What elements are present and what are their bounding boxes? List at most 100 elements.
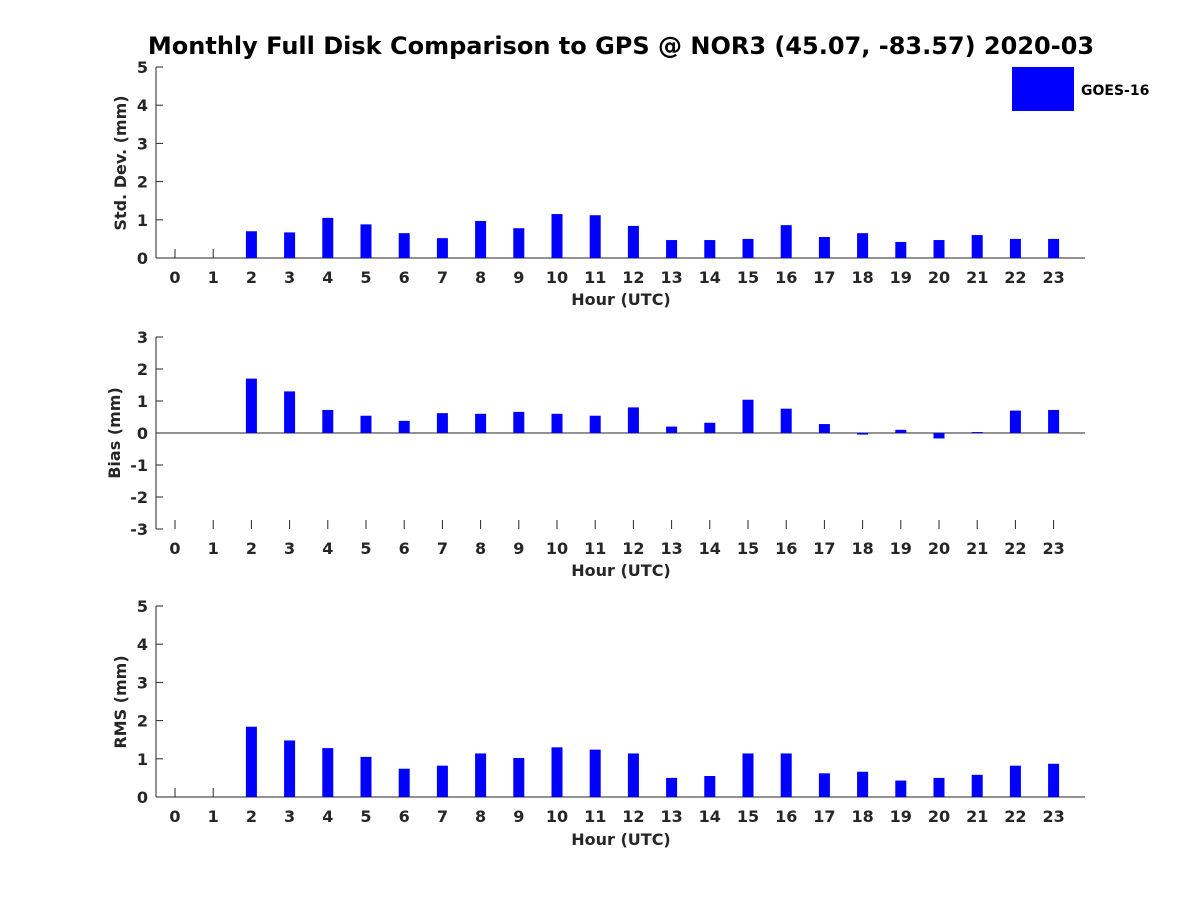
rms-ytick-label: 3 [137, 673, 148, 692]
rms-xtick-label: 6 [399, 807, 410, 826]
std-dev-ytick-label: 0 [137, 249, 148, 268]
rms-ytick-label: 5 [137, 597, 148, 616]
std-dev-bar-hour-11 [589, 215, 601, 258]
std-dev-xtick-label: 7 [437, 268, 448, 287]
std-dev-ylabel: Std. Dev. (mm) [111, 95, 130, 230]
bias-xtick-label: 6 [399, 539, 410, 558]
bias-bar-hour-19 [895, 429, 907, 433]
rms-xtick-label: 23 [1042, 807, 1064, 826]
rms-xtick-label: 16 [775, 807, 797, 826]
std-dev-bar-hour-5 [360, 224, 372, 258]
std-dev-xtick-label: 22 [1004, 268, 1026, 287]
rms-xtick-label: 21 [966, 807, 988, 826]
std-dev-ytick-label: 4 [137, 96, 148, 115]
bias-bar-hour-22 [1009, 410, 1021, 433]
rms-xtick-label: 3 [284, 807, 295, 826]
chart-title: Monthly Full Disk Comparison to GPS @ NO… [148, 32, 1094, 60]
std-dev-bar-hour-2 [245, 231, 257, 258]
std-dev-bar-hour-15 [742, 238, 754, 258]
rms-xtick-label: 17 [813, 807, 835, 826]
std-dev-bar-hour-8 [475, 220, 487, 258]
std-dev-bar-hour-21 [971, 235, 983, 258]
rms-xtick-label: 7 [437, 807, 448, 826]
std-dev-xtick-label: 20 [928, 268, 950, 287]
std-dev-bar-hour-22 [1009, 238, 1021, 258]
rms-xtick-label: 10 [546, 807, 568, 826]
rms-bar-hour-4 [322, 748, 334, 797]
rms-bar-hour-17 [818, 773, 830, 797]
rms-ytick-label: 2 [137, 712, 148, 731]
bias-xtick-label: 1 [208, 539, 219, 558]
legend: GOES-16 [1012, 67, 1149, 111]
bias-xtick-label: 22 [1004, 539, 1026, 558]
std-dev-bar-hour-16 [780, 225, 792, 258]
std-dev-xlabel: Hour (UTC) [571, 290, 671, 309]
rms-xtick-label: 4 [322, 807, 333, 826]
std-dev-xtick-label: 2 [246, 268, 257, 287]
rms-xtick-label: 1 [208, 807, 219, 826]
bias-ytick-label: -2 [130, 488, 148, 507]
rms-bar-hour-11 [589, 749, 601, 797]
rms-bar-hour-7 [436, 765, 448, 797]
bias-ytick-label: 1 [137, 392, 148, 411]
bias-xtick-label: 3 [284, 539, 295, 558]
rms-bar-hour-16 [780, 753, 792, 797]
bias-ytick-label: 2 [137, 360, 148, 379]
rms-xtick-label: 13 [660, 807, 682, 826]
rms-bar-hour-12 [627, 753, 639, 797]
legend-swatch [1012, 67, 1074, 111]
std-dev-bar-hour-19 [895, 241, 907, 258]
bias-xtick-label: 16 [775, 539, 797, 558]
bias-xtick-label: 0 [169, 539, 180, 558]
rms-bar-hour-5 [360, 756, 372, 797]
std-dev-ytick-label: 1 [137, 211, 148, 230]
bias-bar-hour-18 [857, 433, 869, 435]
rms-xtick-label: 11 [584, 807, 606, 826]
rms-xtick-label: 20 [928, 807, 950, 826]
rms-bar-hour-2 [245, 726, 257, 797]
bias-xtick-label: 20 [928, 539, 950, 558]
bias-bar-hour-2 [245, 378, 257, 433]
std-dev-xtick-label: 9 [513, 268, 524, 287]
bias-bar-hour-20 [933, 433, 945, 439]
rms-bar-hour-14 [704, 775, 716, 797]
bias-bar-hour-4 [322, 409, 334, 433]
std-dev-xtick-label: 0 [169, 268, 180, 287]
std-dev-xtick-label: 3 [284, 268, 295, 287]
std-dev-xtick-label: 23 [1042, 268, 1064, 287]
bias-xtick-label: 8 [475, 539, 486, 558]
bias-xtick-label: 9 [513, 539, 524, 558]
rms-bar-hour-19 [895, 780, 907, 797]
bias-xtick-label: 21 [966, 539, 988, 558]
bias-xtick-label: 14 [699, 539, 721, 558]
std-dev-bar-hour-13 [666, 240, 678, 258]
std-dev-bar-hour-6 [398, 233, 410, 258]
std-dev-bar-hour-18 [857, 233, 869, 258]
rms-xtick-label: 15 [737, 807, 759, 826]
rms-bar-hour-23 [1048, 763, 1060, 797]
legend-label: GOES-16 [1081, 83, 1149, 99]
bias-ytick-label: 0 [137, 424, 148, 443]
bias-bar-hour-14 [704, 422, 716, 433]
bias-bar-hour-17 [818, 424, 830, 433]
std-dev-bar-hour-23 [1048, 238, 1060, 258]
bias-bar-hour-3 [284, 391, 296, 433]
rms-xtick-label: 19 [890, 807, 912, 826]
bias-ytick-label: -1 [130, 456, 148, 475]
std-dev-bar-hour-20 [933, 240, 945, 258]
std-dev-xtick-label: 4 [322, 268, 333, 287]
rms-xtick-label: 5 [360, 807, 371, 826]
std-dev-bar-hour-14 [704, 240, 716, 258]
std-dev-bar-hour-4 [322, 217, 334, 258]
rms-xtick-label: 8 [475, 807, 486, 826]
rms-xtick-label: 14 [699, 807, 721, 826]
std-dev-xtick-label: 14 [699, 268, 721, 287]
std-dev-ytick-label: 2 [137, 173, 148, 192]
std-dev-xtick-label: 18 [851, 268, 873, 287]
bias-bar-hour-21 [971, 432, 983, 434]
std-dev-xtick-label: 16 [775, 268, 797, 287]
